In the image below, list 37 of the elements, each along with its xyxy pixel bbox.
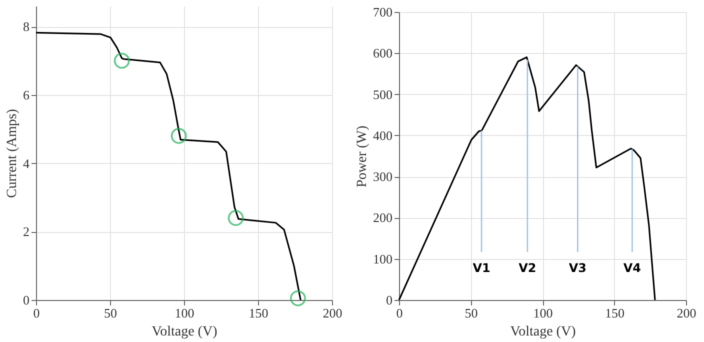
y-tick-label: 6: [23, 87, 30, 102]
y-tick-label: 0: [23, 292, 30, 308]
y-tick-label: 8: [23, 19, 30, 34]
y-tick-label: 4: [23, 156, 30, 171]
x-tick-label: 150: [605, 306, 624, 320]
x-tick-label: 0: [396, 306, 403, 320]
x-tick-label: 100: [533, 306, 553, 320]
x-tick-label: 200: [322, 306, 342, 320]
x-tick-label: 100: [174, 306, 194, 320]
y-axis-title: Current (Amps): [5, 108, 20, 198]
line-series: [398, 56, 656, 301]
point: [228, 210, 244, 226]
y-tick-label: 500: [373, 86, 392, 102]
x-axis-title: Voltage (V): [152, 324, 218, 340]
line-series: [35, 32, 302, 301]
x-tick-label: 200: [676, 306, 696, 320]
y-axis-title: Power (W): [355, 125, 370, 188]
x-tick-label: 0: [33, 306, 40, 320]
ref-line-label: V2: [518, 261, 536, 275]
y-tick-label: 400: [373, 128, 392, 143]
x-axis-title: Voltage (V): [510, 324, 576, 340]
ref-line-label: V1: [472, 261, 490, 275]
y-tick-label: 0: [386, 292, 392, 308]
x-tick-label: 50: [104, 306, 117, 320]
y-tick-label: 2: [23, 224, 30, 240]
ref-line-label: V3: [568, 261, 586, 275]
y-tick-label: 100: [373, 251, 392, 266]
x-tick-label: 50: [464, 306, 478, 320]
point: [114, 52, 130, 69]
y-tick-label: 600: [373, 46, 392, 61]
point: [290, 290, 306, 306]
x-tick-label: 150: [248, 306, 268, 320]
y-tick-label: 300: [373, 169, 392, 184]
point: [170, 128, 187, 144]
y-tick-label: 700: [373, 4, 392, 20]
ref-line-label: V4: [623, 261, 642, 275]
y-tick-label: 200: [373, 210, 392, 226]
